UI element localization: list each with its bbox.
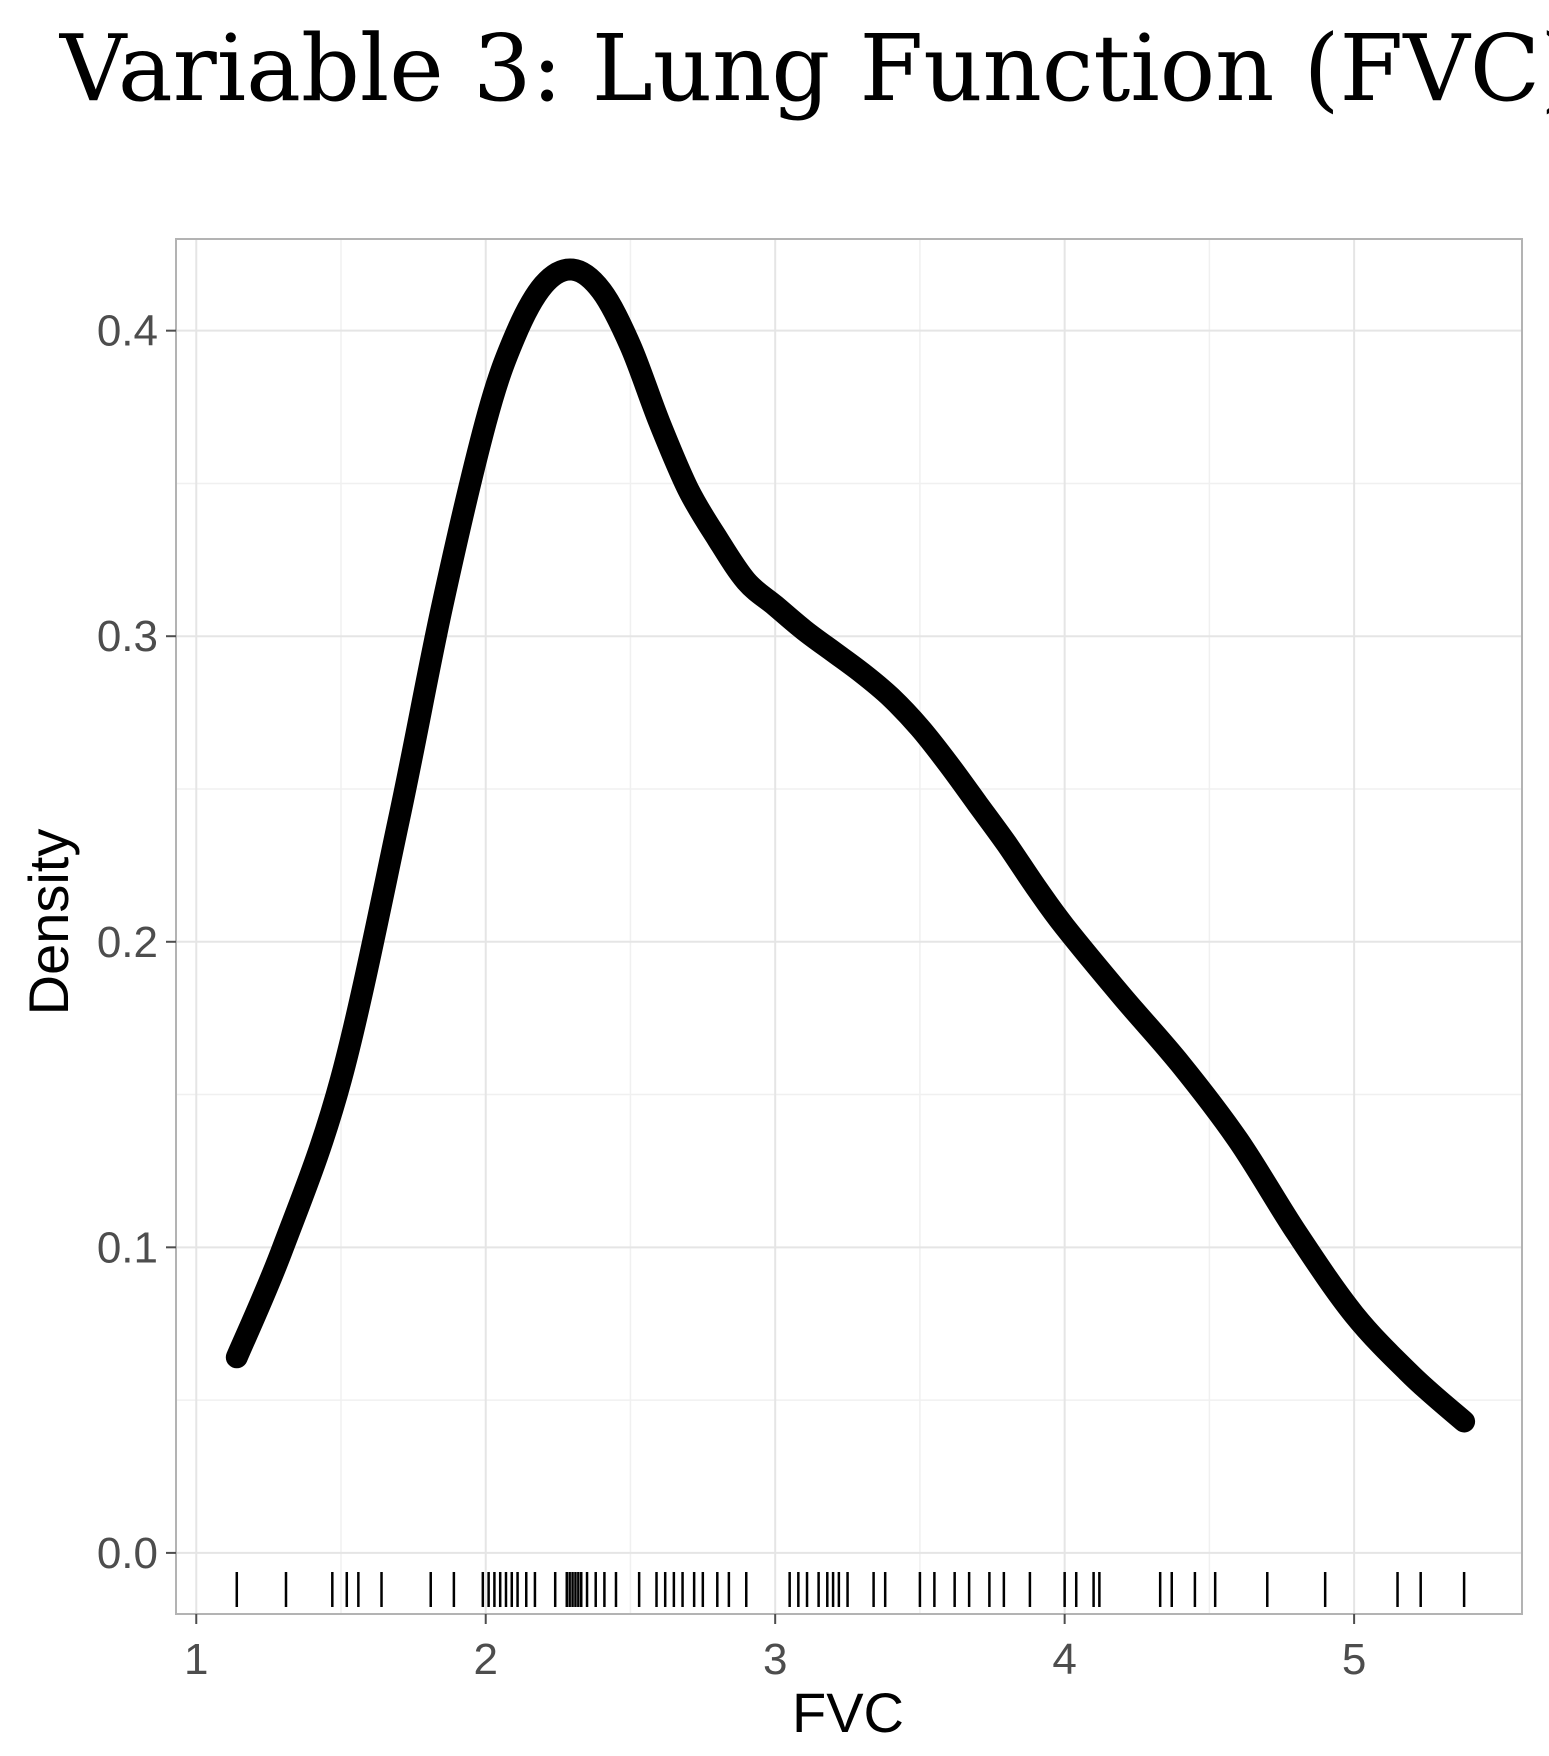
density-curve bbox=[225, 258, 1476, 1433]
y-tick-label: 0.1 bbox=[97, 1223, 158, 1272]
y-tick-label: 0.3 bbox=[97, 612, 158, 661]
x-axis: 1 2 3 4 5 bbox=[184, 1614, 1366, 1684]
y-tick-label: 0.2 bbox=[97, 918, 158, 967]
x-axis-title: FVC bbox=[792, 1681, 904, 1744]
x-tick-label: 5 bbox=[1342, 1635, 1366, 1684]
x-tick-label: 2 bbox=[473, 1635, 497, 1684]
y-axis: 0.0 0.1 0.2 0.3 0.4 bbox=[97, 307, 176, 1578]
x-tick-label: 3 bbox=[763, 1635, 787, 1684]
grid bbox=[176, 239, 1522, 1614]
y-tick-label: 0.4 bbox=[97, 307, 158, 356]
y-axis-title: Density bbox=[17, 829, 80, 1016]
x-tick-label: 1 bbox=[184, 1635, 208, 1684]
y-tick-label: 0.0 bbox=[97, 1529, 158, 1578]
x-tick-label: 4 bbox=[1052, 1635, 1076, 1684]
rug-marks bbox=[235, 1572, 1466, 1607]
chart-title: Variable 3: Lung Function (FVC) bbox=[59, 15, 1549, 122]
plot-panel bbox=[175, 238, 1523, 1615]
